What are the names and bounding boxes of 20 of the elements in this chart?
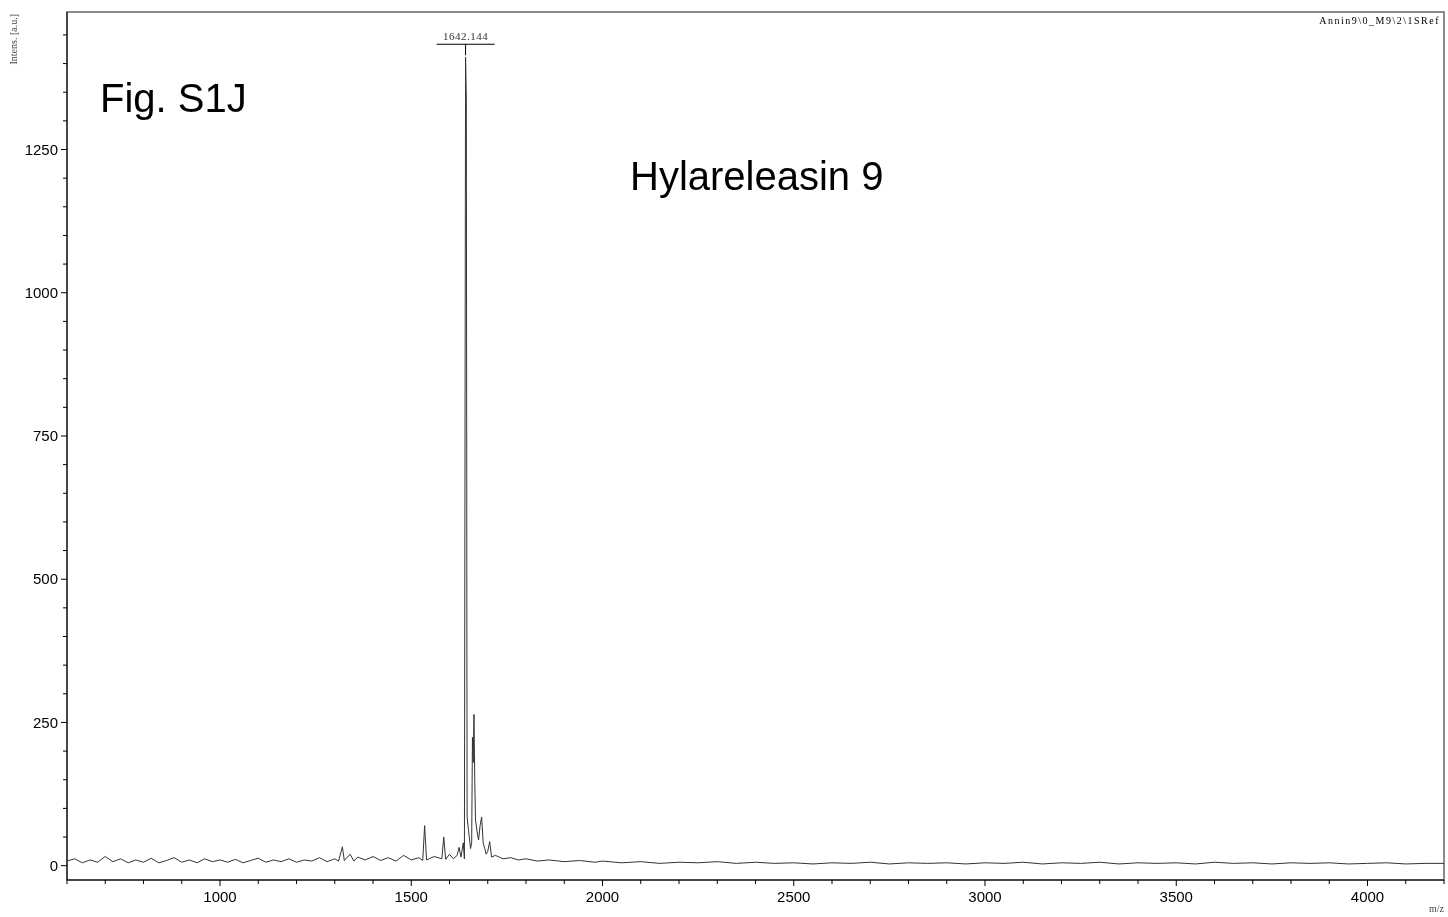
x-tick-label: 3000 [968,888,1002,905]
x-tick-label: 4000 [1350,888,1385,905]
annotation: Fig. S1J [100,76,247,120]
x-tick-label: 1000 [203,888,237,905]
y-tick-label: 1000 [24,283,58,301]
x-axis-title: m/z [1429,903,1445,914]
x-tick-label: 1500 [394,888,428,905]
y-tick-label: 500 [32,570,58,588]
y-axis-title: Intens. [a.u.] [8,14,19,65]
x-tick-label: 2000 [585,888,620,905]
y-tick-label: 250 [32,713,58,731]
line-series [66,56,1445,865]
y-tick-label: 0 [49,856,58,874]
y-tick-label: 750 [32,427,58,445]
x-tick-label: 2500 [777,888,811,905]
y-tick-label: 1250 [24,140,58,158]
annotation: Annin9\0_M9\2\1SRef [1319,15,1440,26]
x-tick-label: 3500 [1159,888,1193,905]
annotation: Hylareleasin 9 [630,154,884,198]
annotation: 1642.144 [442,30,489,43]
